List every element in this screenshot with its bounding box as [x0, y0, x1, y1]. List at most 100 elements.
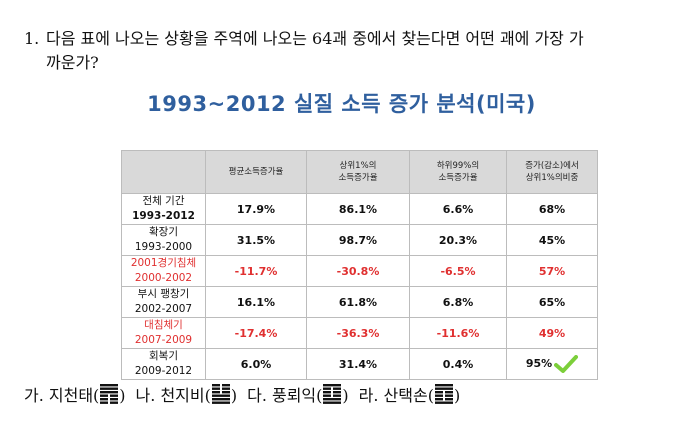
value-cell: 31.5%	[205, 224, 307, 256]
table-row: 대침체기 2007-2009 -17.4% -36.3% -11.6% 49%	[121, 317, 598, 349]
hexagram-sun-icon	[434, 384, 453, 404]
value-cell: 6.6%	[409, 193, 507, 225]
period-years: 2002-2007	[134, 303, 193, 315]
value-text: -11.6%	[436, 326, 480, 340]
value-text: -6.5%	[440, 264, 476, 278]
table-header-row: 평균소득증가율 상위1%의 소득증가율 하위99%의 소득증가율 증가(감소)에서 상…	[121, 150, 598, 194]
value-cell: -6.5%	[409, 255, 507, 287]
period-name: 대침체기	[144, 319, 183, 331]
question-line-2: 까운가?	[46, 53, 99, 72]
value-cell: 31.4%	[306, 348, 410, 380]
period-years: 1993-2012	[132, 210, 195, 222]
value-cell: 17.9%	[205, 193, 307, 225]
value-text: 57%	[538, 264, 566, 278]
answer-options: 가. 지천태() 나. 천지비() 다. 풍뢰익() 라. 산택손()	[24, 383, 470, 408]
value-text: 98.7%	[338, 233, 378, 247]
income-table: 평균소득증가율 상위1%의 소득증가율 하위99%의 소득증가율 증가(감소)에서 상…	[121, 150, 598, 380]
value-text: 31.5%	[236, 233, 276, 247]
value-text: 45%	[538, 233, 566, 247]
value-text: 61.8%	[338, 295, 378, 309]
period-cell: 회복기 2009-2012	[121, 348, 206, 380]
value-cell: 65%	[506, 286, 598, 318]
hexagram-pi-icon	[211, 384, 230, 404]
period-years: 2009-2012	[134, 365, 193, 377]
table-row: 확장기 1993-2000 31.5% 98.7% 20.3% 45%	[121, 224, 598, 256]
value-cell: 49%	[506, 317, 598, 349]
period-name: 2001경기침체	[130, 257, 197, 269]
answer-option: 다. 풍뢰익()	[247, 384, 349, 405]
header-cell-0	[121, 150, 206, 194]
period-cell: 2001경기침체 2000-2002	[121, 255, 206, 287]
value-text: 6.0%	[240, 357, 272, 371]
answer-close-paren: )	[119, 386, 126, 405]
table-body: 전체 기간 1993-2012 17.9% 86.1% 6.6% 68% 확장기 1993-2…	[121, 193, 598, 380]
value-text: 49%	[538, 326, 566, 340]
value-text: 86.1%	[338, 202, 378, 216]
value-cell: 68%	[506, 193, 598, 225]
value-text: 95%	[525, 357, 553, 370]
value-text: 17.9%	[236, 202, 276, 216]
hexagram-yi-icon	[323, 384, 342, 404]
table-title: 1993~2012 실질 소득 증가 분석(미국)	[147, 92, 536, 116]
answer-label: 라. 산택손(	[358, 386, 434, 405]
header-cell-2: 상위1%의 소득증가율	[306, 150, 410, 194]
period-name: 전체 기간	[142, 195, 185, 207]
value-cell: 45%	[506, 224, 598, 256]
value-cell: 95%	[506, 348, 598, 380]
answer-option: 나. 천지비()	[135, 384, 238, 405]
answer-label: 가. 지천태(	[24, 386, 100, 405]
answer-close-paren: )	[453, 386, 461, 405]
period-name: 회복기	[149, 350, 178, 362]
value-cell: 16.1%	[205, 286, 307, 318]
header-cell-3: 하위99%의 소득증가율	[409, 150, 507, 194]
value-cell: 61.8%	[306, 286, 410, 318]
check-icon	[554, 355, 579, 373]
value-cell: 86.1%	[306, 193, 410, 225]
value-cell: -17.4%	[205, 317, 307, 349]
period-name: 확장기	[149, 226, 178, 238]
value-cell: 57%	[506, 255, 598, 287]
answer-close-paren: )	[342, 386, 349, 405]
value-cell: -30.8%	[306, 255, 410, 287]
question-line-1: 다음 표에 나오는 상황을 주역에 나오는 64괘 중에서 찾는다면 어떤 괘에…	[46, 29, 584, 48]
value-cell: 20.3%	[409, 224, 507, 256]
answer-label: 다. 풍뢰익(	[247, 386, 323, 405]
period-years: 2007-2009	[134, 334, 193, 346]
table-row: 부시 팽창기 2002-2007 16.1% 61.8% 6.8% 65%	[121, 286, 598, 318]
period-cell: 확장기 1993-2000	[121, 224, 206, 256]
value-text: 20.3%	[438, 233, 478, 247]
header-cell-4: 증가(감소)에서 상위1%의비중	[506, 150, 598, 194]
period-years: 1993-2000	[134, 241, 193, 253]
value-text: -11.7%	[234, 264, 278, 278]
table-row: 2001경기침체 2000-2002 -11.7% -30.8% -6.5% 57%	[121, 255, 598, 287]
question-text: 1. 다음 표에 나오는 상황을 주역에 나오는 64괘 중에서 찾는다면 어떤 …	[24, 27, 674, 75]
period-name: 부시 팽창기	[137, 288, 190, 300]
answer-label: 나. 천지비(	[135, 386, 211, 405]
value-text: 6.6%	[442, 202, 474, 216]
table-row: 전체 기간 1993-2012 17.9% 86.1% 6.6% 68%	[121, 193, 598, 225]
value-cell: -11.7%	[205, 255, 307, 287]
value-text: 6.8%	[442, 295, 474, 309]
value-text: 31.4%	[338, 357, 378, 371]
value-cell: 0.4%	[409, 348, 507, 380]
period-cell: 부시 팽창기 2002-2007	[121, 286, 206, 318]
period-cell: 대침체기 2007-2009	[121, 317, 206, 349]
question-number: 1.	[24, 29, 40, 48]
value-text: -30.8%	[336, 264, 380, 278]
period-cell: 전체 기간 1993-2012	[121, 193, 206, 225]
value-cell: -36.3%	[306, 317, 410, 349]
answer-close-paren: )	[230, 386, 238, 405]
header-cell-1: 평균소득증가율	[205, 150, 307, 194]
value-text: -36.3%	[336, 326, 380, 340]
answer-option: 라. 산택손()	[358, 384, 461, 405]
table-row: 회복기 2009-2012 6.0% 31.4% 0.4% 95%	[121, 348, 598, 380]
value-cell: 6.8%	[409, 286, 507, 318]
value-text: -17.4%	[234, 326, 278, 340]
value-cell: -11.6%	[409, 317, 507, 349]
value-text: 0.4%	[442, 357, 474, 371]
value-cell: 98.7%	[306, 224, 410, 256]
hexagram-tai-icon	[100, 384, 119, 404]
answer-option: 가. 지천태()	[24, 384, 126, 405]
value-text: 65%	[538, 295, 566, 309]
value-cell: 6.0%	[205, 348, 307, 380]
